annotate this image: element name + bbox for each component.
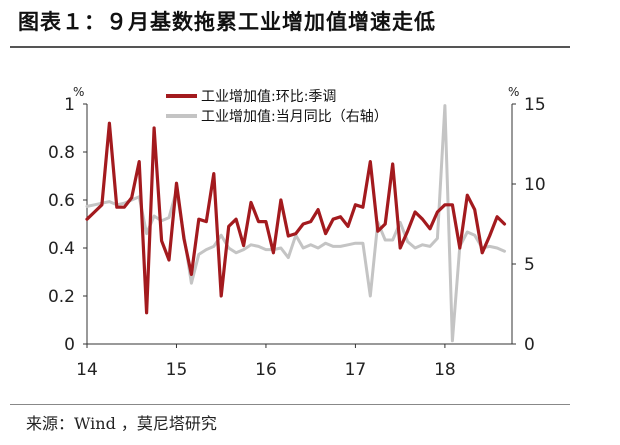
axes: 0 0.2 0.4 0.6 0.8 1% 0 5 10 15% 14 15 16 17 18 bbox=[48, 85, 546, 380]
x-tick-label: 18 bbox=[434, 360, 456, 380]
x-tick-label: 16 bbox=[255, 360, 277, 380]
legend-label-mom: 工业增加值:环比:季调 bbox=[201, 89, 336, 105]
figure-title: 图表１：９月基数拖累工业增加值增速走低 bbox=[18, 9, 436, 34]
right-axis-unit: % bbox=[508, 85, 519, 99]
line-chart: 0 0.2 0.4 0.6 0.8 1% 0 5 10 15% 14 15 16 17 18 工业增加值:环… bbox=[48, 85, 546, 380]
legend: 工业增加值:环比:季调 工业增加值:当月同比（右轴） bbox=[166, 89, 388, 125]
left-tick-label: 0.8 bbox=[48, 143, 75, 163]
title-divider bbox=[10, 46, 570, 48]
right-tick-label: 0 bbox=[524, 335, 535, 355]
left-tick-label: 0.2 bbox=[48, 287, 75, 307]
right-tick-label: 10 bbox=[524, 175, 546, 195]
series-lines bbox=[85, 104, 507, 343]
right-tick-label: 15 bbox=[524, 95, 546, 115]
x-tick-label: 17 bbox=[345, 360, 367, 380]
x-tick-label: 14 bbox=[76, 360, 98, 380]
left-tick-label: 1 bbox=[64, 95, 75, 115]
left-tick-label: 0 bbox=[64, 335, 75, 355]
right-tick-label: 5 bbox=[524, 255, 535, 275]
legend-label-yoy: 工业增加值:当月同比（右轴） bbox=[201, 109, 388, 125]
left-tick-label: 0.6 bbox=[48, 191, 75, 211]
series-line-mom bbox=[85, 121, 507, 315]
source-divider bbox=[10, 404, 570, 405]
left-tick-label: 0.4 bbox=[48, 239, 75, 259]
left-axis-unit: % bbox=[73, 85, 84, 99]
x-tick-label: 15 bbox=[166, 360, 188, 380]
source-note: 来源：Wind ，莫尼塔研究 bbox=[26, 414, 217, 433]
